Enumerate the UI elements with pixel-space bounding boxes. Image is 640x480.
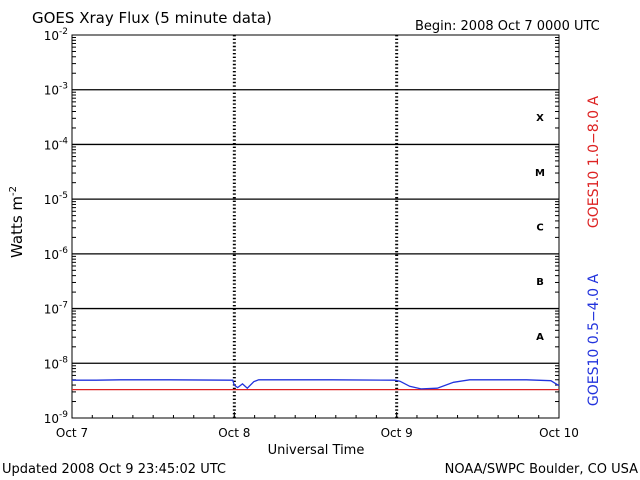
plot-area: 10-9 10-8 10-7 10-6 10-5 10-4 10-3 10-2 Oct 7 Oct… <box>44 27 579 440</box>
y-tick-label: 10-7 <box>44 301 68 317</box>
flare-class-label: X <box>536 113 544 124</box>
y-tick-label: 10-3 <box>44 82 68 98</box>
chart-title: GOES Xray Flux (5 minute data) <box>32 9 272 27</box>
begin-label: Begin: 2008 Oct 7 0000 UTC <box>415 19 600 34</box>
series-label-long: GOES10 1.0−8.0 A <box>586 96 602 229</box>
y-axis-label-exponent: -2 <box>8 186 19 196</box>
series-label-short: GOES10 0.5−4.0 A <box>586 274 602 407</box>
footer-updated: Updated 2008 Oct 9 23:45:02 UTC <box>2 462 226 477</box>
y-tick-label: 10-6 <box>44 246 69 262</box>
y-tick-label: 10-4 <box>44 136 69 152</box>
flare-class-label: M <box>535 168 545 179</box>
series-line-1 <box>72 379 560 390</box>
x-tick-label: Oct 7 <box>56 426 88 440</box>
plot-frame <box>71 34 560 419</box>
footer-source: NOAA/SWPC Boulder, CO USA <box>445 462 638 477</box>
flare-class-label: A <box>536 332 544 343</box>
y-tick-label: 10-2 <box>44 27 68 43</box>
x-axis-label: Universal Time <box>268 443 365 458</box>
x-tick-label: Oct 9 <box>381 426 413 440</box>
x-tick-label: Oct 8 <box>218 426 250 440</box>
y-tick-label: 10-9 <box>44 410 69 426</box>
flare-class-label: C <box>536 223 543 234</box>
flare-class-label: B <box>536 277 544 288</box>
y-tick-label: 10-5 <box>44 191 68 207</box>
x-tick-label: Oct 10 <box>539 426 579 440</box>
y-axis-label: Watts m-2 <box>8 186 26 258</box>
y-tick-label: 10-8 <box>44 355 69 371</box>
